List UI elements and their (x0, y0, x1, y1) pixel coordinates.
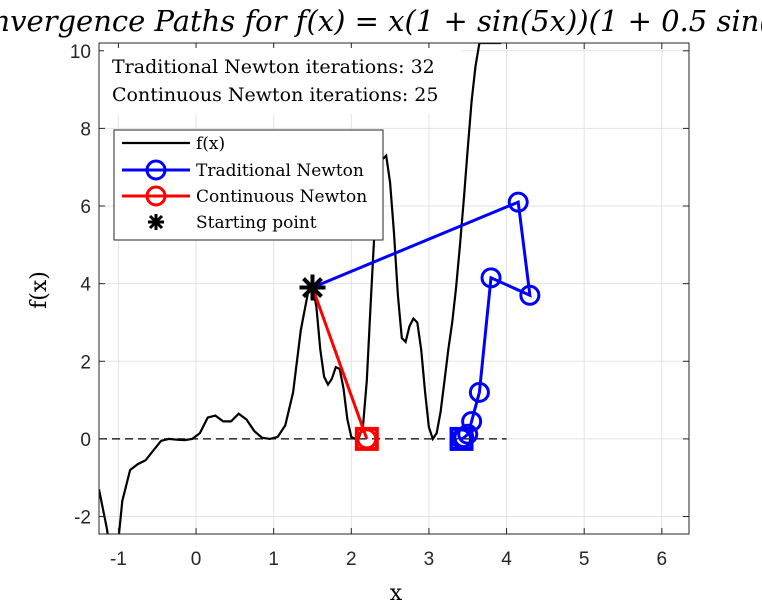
x-axis-label: x (390, 581, 403, 606)
x-axis-ticks: -1 0 1 2 3 4 5 6 (110, 43, 667, 570)
legend-entry-continuous-newton: Continuous Newton (122, 185, 367, 207)
x-tick-label: 4 (501, 549, 512, 570)
x-tick-label: 5 (579, 549, 590, 570)
traditional-newton-point (507, 191, 529, 213)
final-point-square (449, 426, 474, 451)
x-tick-label: -1 (110, 549, 127, 570)
y-axis-ticks: -2 0 2 4 6 8 10 (70, 42, 689, 529)
annotation-continuous-iterations: Continuous Newton iterations: 25 (112, 84, 438, 106)
plot-frame (98, 42, 690, 535)
traditional-newton-point (519, 284, 541, 306)
series-line-traditional-newton (311, 199, 532, 441)
y-tick-label: -2 (74, 508, 91, 529)
chart-title: nvergence Paths for f(x) = x(1 + sin(5x)… (0, 4, 762, 38)
series-line-fx (99, 43, 502, 534)
y-tick-label: 2 (80, 352, 91, 373)
y-tick-label: 10 (70, 42, 91, 63)
grid-lines (99, 43, 689, 534)
y-tick-label: 0 (80, 430, 91, 451)
traditional-newton-point (468, 381, 490, 403)
y-tick-label: 4 (80, 275, 91, 296)
starting-point-stroke (302, 277, 323, 298)
legend-label-continuous-newton: Continuous Newton (196, 187, 367, 207)
legend-entry-traditional-newton: Traditional Newton (122, 159, 364, 181)
asterisk-marker-icon (148, 214, 164, 230)
x-tick-label: 0 (191, 549, 202, 570)
annotation-traditional-iterations: Traditional Newton iterations: 32 (112, 56, 435, 78)
x-tick-label: 3 (424, 549, 435, 570)
annotation-box: Traditional Newton iterations: 32 Contin… (104, 48, 462, 114)
plot-area (99, 43, 689, 534)
x-tick-label: 2 (346, 549, 357, 570)
legend-label-starting-point: Starting point (196, 213, 317, 233)
legend-label-fx: f(x) (196, 134, 225, 154)
y-tick-label: 6 (80, 197, 91, 218)
legend-label-traditional-newton: Traditional Newton (196, 161, 364, 181)
series-line-continuous-newton (311, 286, 369, 440)
legend-entry-starting-point: Starting point (148, 213, 317, 233)
y-axis-label: f(x) (27, 271, 52, 309)
x-tick-label: 6 (657, 549, 668, 570)
starting-point-marker (299, 274, 326, 301)
legend-entry-fx: f(x) (122, 134, 225, 154)
series-markers (299, 191, 541, 451)
final-point-square (354, 426, 379, 451)
x-tick-label: 1 (268, 549, 279, 570)
traditional-newton-point (480, 267, 502, 289)
legend: f(x) Traditional Newton Continuous Newto… (113, 129, 384, 241)
y-tick-label: 8 (80, 119, 91, 140)
